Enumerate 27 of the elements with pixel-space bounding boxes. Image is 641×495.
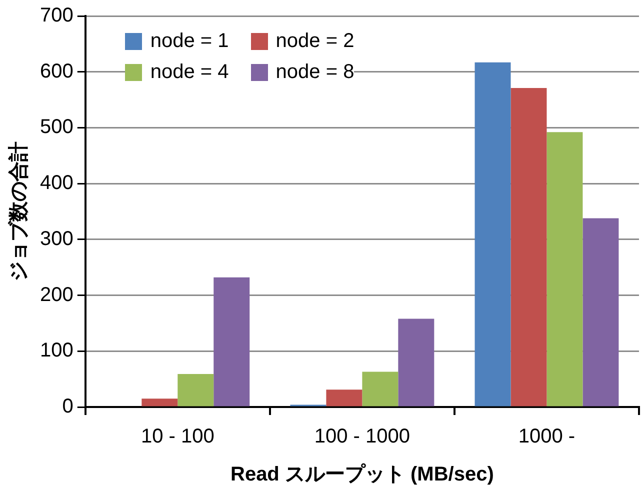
y-tick-label: 700 — [40, 4, 74, 27]
y-tick-label: 400 — [40, 172, 74, 194]
bar — [214, 277, 250, 406]
x-tick-label: 1000 - — [518, 426, 576, 448]
bar — [326, 390, 362, 406]
bar — [546, 132, 583, 406]
y-tick-label: 300 — [40, 228, 74, 250]
x-axis-title: Read スループット (MB/sec) — [230, 462, 494, 486]
x-tick-label: 100 - 1000 — [314, 426, 410, 448]
legend-label: node = 2 — [276, 30, 354, 53]
x-tick-label: 10 - 100 — [140, 426, 214, 448]
y-tick-label: 600 — [40, 60, 74, 82]
bar — [582, 218, 619, 406]
y-tick-label: 0 — [62, 396, 74, 418]
bar — [362, 372, 398, 406]
y-tick-label: 200 — [40, 284, 74, 306]
bar — [510, 88, 547, 406]
legend-label: node = 1 — [150, 30, 229, 53]
y-tick-label: 500 — [40, 116, 74, 138]
legend-label: node = 8 — [276, 61, 354, 84]
bar — [398, 318, 434, 406]
y-tick-label: 100 — [40, 340, 74, 362]
legend-label: node = 4 — [150, 61, 229, 84]
y-axis-title: ジョブ数の合計 — [6, 142, 30, 282]
bar — [142, 398, 178, 406]
bar — [178, 374, 214, 406]
bar — [474, 62, 511, 406]
